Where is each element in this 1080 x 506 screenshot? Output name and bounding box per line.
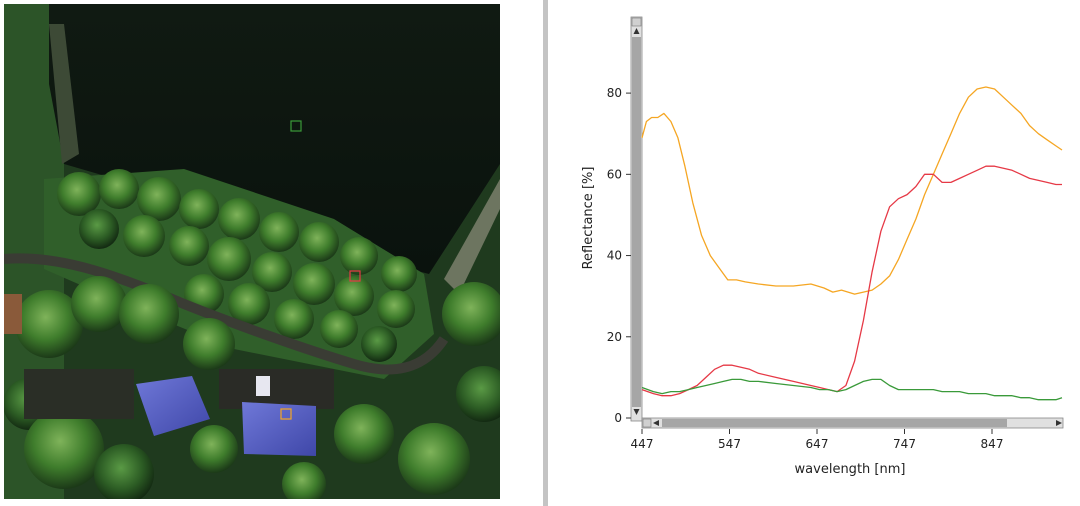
y-tick-label: 20 <box>607 330 622 344</box>
yard <box>24 369 134 419</box>
spectrum-line-2 <box>641 165 1062 397</box>
orange-sample-marker[interactable] <box>280 408 292 420</box>
x-tick-label: 847 <box>981 437 1004 451</box>
building-roof-right <box>242 402 316 456</box>
aerial-image <box>4 4 500 499</box>
scroll-up-arrow-icon[interactable] <box>633 28 640 34</box>
tree-crowns <box>57 169 417 362</box>
spectrum-plot-canvas: 0 20 40 60 80 447 547 647 747 847 Reflectance [%]… <box>581 16 1064 477</box>
y-tick-label: 60 <box>607 167 622 181</box>
x-tick-label: 447 <box>631 437 654 451</box>
vertical-scrollbar[interactable] <box>630 16 643 422</box>
x-tick-label: 747 <box>893 437 916 451</box>
green-sample-marker[interactable] <box>290 120 302 132</box>
vertical-scroll-thumb[interactable] <box>632 37 641 407</box>
building-roof-left <box>136 376 210 436</box>
horizontal-scroll-thumb[interactable] <box>662 419 1007 427</box>
embankment <box>444 179 500 294</box>
series-layer <box>641 86 1063 401</box>
scroll-left-arrow-icon[interactable] <box>653 420 659 426</box>
horizontal-scroll-reset-button[interactable] <box>642 418 652 428</box>
building-annex <box>256 376 270 396</box>
chart-axes: 0 20 40 60 80 447 547 647 747 847 <box>607 86 1004 451</box>
yard-right <box>219 369 334 409</box>
lower-woods <box>4 276 500 499</box>
red-sample-marker[interactable] <box>349 270 361 282</box>
vertical-scroll-reset-button[interactable] <box>631 17 642 27</box>
y-axis-label: Reflectance [%] <box>581 167 596 270</box>
x-tick-label: 547 <box>718 437 741 451</box>
x-axis-label: wavelength [nm] <box>795 462 906 477</box>
panel-divider[interactable] <box>543 0 548 506</box>
embankment-left <box>49 24 79 164</box>
spectrum-plot: 0 20 40 60 80 447 547 647 747 847 Reflectance [%]… <box>560 0 1080 506</box>
scroll-down-arrow-icon[interactable] <box>633 409 640 415</box>
path <box>4 253 449 375</box>
scroll-right-arrow-icon[interactable] <box>1056 420 1062 426</box>
pond <box>49 4 500 274</box>
horizontal-scrollbar[interactable] <box>641 417 1064 429</box>
aerial-image-canvas <box>4 4 500 499</box>
y-tick-label: 0 <box>614 411 622 425</box>
y-tick-label: 40 <box>607 249 622 263</box>
x-tick-label: 647 <box>806 437 829 451</box>
y-tick-label: 80 <box>607 86 622 100</box>
spectrum-line-1 <box>641 86 1063 295</box>
structure-left <box>4 294 22 334</box>
spectrum-line-3 <box>641 378 1063 401</box>
